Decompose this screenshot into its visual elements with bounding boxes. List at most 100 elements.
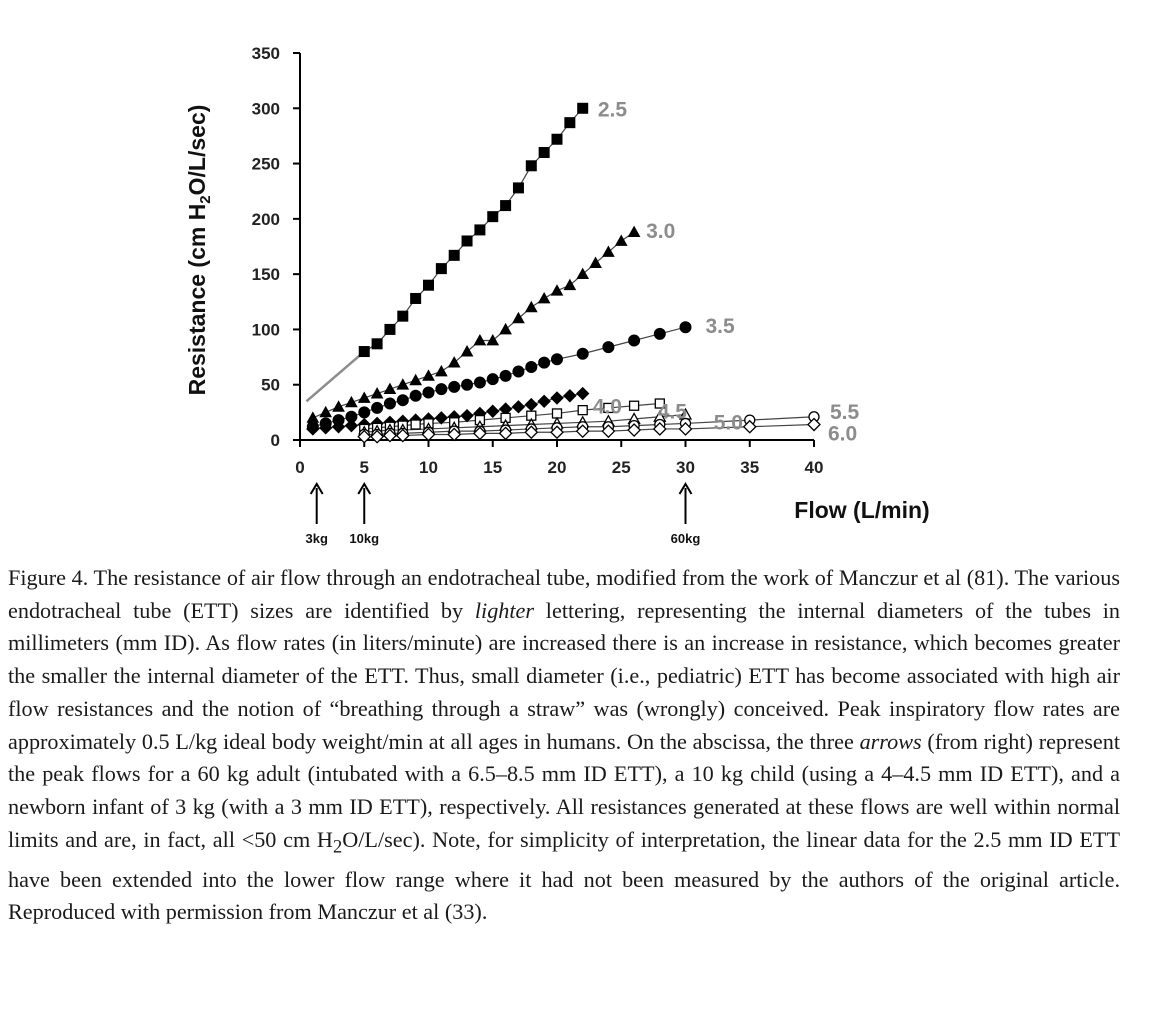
marker-6.0 xyxy=(575,424,590,439)
marker-2.5 xyxy=(410,292,422,304)
marker-4.5 xyxy=(577,404,588,416)
marker-6.0 xyxy=(498,426,513,441)
marker-6.0 xyxy=(357,429,372,444)
marker-3.0 xyxy=(319,405,333,418)
marker-2.5 xyxy=(448,249,460,261)
series-label-3.5: 3.5 xyxy=(706,315,736,338)
marker-3.5 xyxy=(486,373,499,386)
marker-3.5 xyxy=(628,334,641,347)
marker-2.5 xyxy=(538,147,550,159)
marker-2.5 xyxy=(397,310,409,322)
marker-3.5 xyxy=(576,347,589,360)
x-tick-label: 35 xyxy=(740,458,759,477)
marker-3.0 xyxy=(332,400,345,412)
series-lines xyxy=(305,107,815,438)
marker-6.0 xyxy=(742,419,757,434)
marker-4.5 xyxy=(654,398,665,409)
marker-4.0 xyxy=(511,400,526,414)
marker-3.5 xyxy=(525,361,538,374)
marker-4.5 xyxy=(628,400,640,411)
tick-labels: 0 50 100 150 200 250 300 350 0 5 10 15 20 25 30 35 40 xyxy=(252,44,824,477)
marker-2.5 xyxy=(384,323,396,335)
marker-2.5 xyxy=(551,133,563,145)
marker-3.0 xyxy=(627,225,641,238)
marker-2.5 xyxy=(371,338,383,350)
figure-label: Figure 4. xyxy=(8,565,89,590)
marker-4.5 xyxy=(603,402,614,414)
y-tick-label: 250 xyxy=(252,155,280,174)
marker-3.5 xyxy=(653,327,666,340)
caption-text-1: The resistance of air flow through an en… xyxy=(8,565,1120,623)
marker-3.0 xyxy=(460,345,474,357)
marker-4.0 xyxy=(460,408,474,423)
y-tick-label: 150 xyxy=(252,265,280,284)
x-tick-label: 10 xyxy=(419,458,438,477)
y-tick-label: 50 xyxy=(261,376,280,395)
marker-3.0 xyxy=(370,387,384,399)
marker-2.5 xyxy=(423,279,434,291)
series-label-6.0: 6.0 xyxy=(828,423,857,446)
flow-arrow-3kg: 3kg xyxy=(306,482,328,546)
marker-2.5 xyxy=(487,211,499,223)
marker-3.0 xyxy=(473,333,487,346)
marker-6.0 xyxy=(652,422,667,436)
marker-3.0 xyxy=(422,369,435,381)
marker-3.5 xyxy=(448,380,461,393)
marker-4.0 xyxy=(434,411,449,425)
marker-3.5 xyxy=(358,406,371,419)
series-label-4.0: 4.0 xyxy=(593,396,622,419)
marker-4.0 xyxy=(550,391,564,405)
series-label-4.5: 4.5 xyxy=(658,401,688,424)
x-tick-label: 30 xyxy=(676,458,695,477)
x-tick-label: 20 xyxy=(548,458,567,477)
marker-3.5 xyxy=(396,394,409,407)
marker-2.5 xyxy=(474,224,486,236)
marker-3.5 xyxy=(435,383,448,396)
marker-2.5 xyxy=(512,182,524,194)
marker-2.5 xyxy=(564,117,576,129)
caption-emphasis-arrows: arrows xyxy=(859,728,922,754)
marker-6.0 xyxy=(550,425,564,440)
marker-6.0 xyxy=(524,425,539,440)
marker-4.0 xyxy=(344,418,359,433)
marker-6.0 xyxy=(447,427,462,442)
series-line-2.5 xyxy=(363,107,584,353)
caption-text-4: O/L/sec). Note, for simplicity of interp… xyxy=(8,826,1120,925)
flow-arrows: 3kg 10kg 60kg xyxy=(306,482,701,546)
marker-2.5 xyxy=(525,160,537,172)
marker-2.5 xyxy=(435,263,447,275)
y-tick-label: 100 xyxy=(252,320,280,339)
marker-3.5 xyxy=(371,401,384,414)
marker-6.0 xyxy=(383,428,397,443)
marker-3.5 xyxy=(602,341,615,354)
x-tick-label: 40 xyxy=(805,458,824,477)
flow-arrow-60kg: 60kg xyxy=(671,482,701,546)
marker-3.5 xyxy=(473,376,486,389)
marker-3.0 xyxy=(602,245,615,257)
marker-3.5 xyxy=(461,378,474,391)
marker-3.0 xyxy=(499,322,512,335)
marker-4.0 xyxy=(318,421,333,435)
y-tick-label: 350 xyxy=(252,44,280,63)
marker-3.0 xyxy=(435,364,448,377)
marker-3.0 xyxy=(486,333,500,346)
marker-6.0 xyxy=(395,428,410,443)
marker-4.0 xyxy=(331,420,346,434)
x-axis-title: Flow (L/min) xyxy=(794,497,929,523)
marker-3.0 xyxy=(537,291,551,304)
marker-6.0 xyxy=(370,429,385,444)
marker-6.0 xyxy=(472,426,487,441)
marker-3.0 xyxy=(614,234,628,246)
x-tick-label: 15 xyxy=(483,458,502,477)
figure-caption: Figure 4. The resistance of air flow thr… xyxy=(8,562,1120,929)
marker-4.5 xyxy=(410,419,421,430)
marker-2.5 xyxy=(461,235,473,247)
arrow-label-60kg: 60kg xyxy=(671,531,701,546)
arrow-label-3kg: 3kg xyxy=(306,531,328,546)
series-label-5.5: 5.5 xyxy=(830,401,860,424)
marker-4.0 xyxy=(306,422,320,436)
marker-2.5 xyxy=(577,102,589,114)
marker-3.5 xyxy=(679,321,692,334)
marker-3.5 xyxy=(409,389,422,402)
series-labels: 2.5 3.0 3.5 4.0 4.5 5.0 5.56.0 xyxy=(593,98,860,445)
